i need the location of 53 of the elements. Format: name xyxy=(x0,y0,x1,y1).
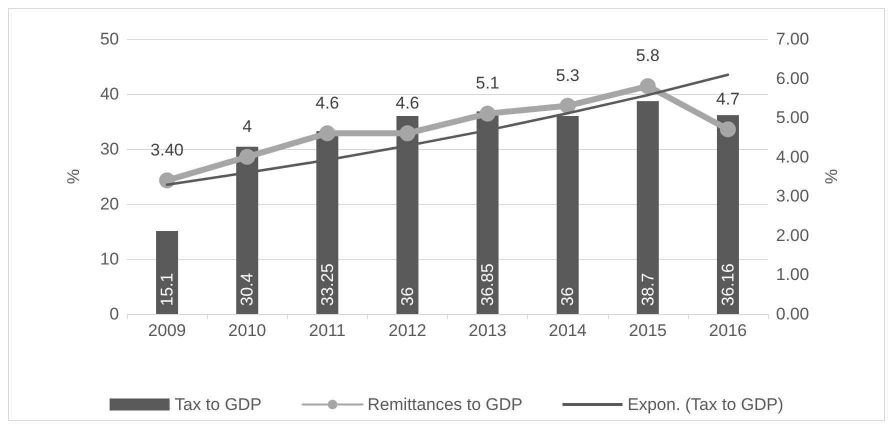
point xyxy=(399,125,416,142)
y2-axis-title: % xyxy=(822,168,841,184)
y2-tick-label: 7.00 xyxy=(776,30,810,48)
y-tick-label: 20 xyxy=(100,194,119,214)
y2-tick-label: 2.00 xyxy=(776,226,810,245)
y2-tick-label: 3.00 xyxy=(776,186,810,206)
x-tick-label: 2012 xyxy=(388,321,426,340)
data-label: 3.40 xyxy=(150,140,184,160)
x-tick-label: 2013 xyxy=(468,321,506,340)
y-tick-label: 40 xyxy=(100,84,119,104)
data-label: 5.8 xyxy=(636,46,660,66)
x-tick-label: 2015 xyxy=(628,321,667,340)
point xyxy=(560,98,576,114)
legend-label: Remittances to GDP xyxy=(368,395,522,414)
x-tick-label: 2009 xyxy=(148,321,186,340)
x-tick-label: 2016 xyxy=(709,321,747,340)
data-label: 36.85 xyxy=(478,263,498,306)
y2-tick-label: 6.00 xyxy=(776,68,810,88)
point xyxy=(239,148,256,165)
bar xyxy=(636,101,659,314)
data-label: 15.1 xyxy=(158,272,177,306)
y2-tick-label: 4.00 xyxy=(776,147,810,166)
bar xyxy=(156,230,178,314)
data-label: 33.25 xyxy=(318,263,337,306)
legend-label: Tax to GDP xyxy=(174,395,262,414)
y-tick-label: 50 xyxy=(100,30,119,48)
data-label: 36.16 xyxy=(718,263,738,306)
data-label: 38.7 xyxy=(638,272,658,306)
point xyxy=(640,78,656,94)
data-label: 4.6 xyxy=(315,93,340,112)
y2-tick-label: 1.00 xyxy=(776,265,810,284)
y2-tick-label: 5.00 xyxy=(776,108,810,128)
data-label: 36 xyxy=(558,287,578,306)
data-label: 4 xyxy=(242,116,252,136)
point xyxy=(720,121,736,138)
point xyxy=(319,125,336,142)
y-tick-label: 0 xyxy=(110,304,119,324)
data-label: 4.6 xyxy=(396,93,420,112)
legend-label: Expon. (Tax to GDP) xyxy=(627,395,784,414)
y-tick-label: 30 xyxy=(100,140,119,158)
y-axis-title: % xyxy=(64,168,83,184)
y-tick-label: 10 xyxy=(100,250,119,268)
x-tick-label: 2010 xyxy=(228,321,266,340)
data-label: 4.7 xyxy=(716,89,740,108)
point xyxy=(480,106,496,122)
data-label: 30.4 xyxy=(238,272,257,306)
x-tick-label: 2014 xyxy=(548,321,587,340)
y2-tick-label: 0.00 xyxy=(776,304,810,324)
data-label: 36 xyxy=(398,287,417,306)
data-label: 5.1 xyxy=(476,74,500,93)
bar xyxy=(716,115,739,314)
data-label: 5.3 xyxy=(556,66,580,85)
x-tick-label: 2011 xyxy=(309,321,346,340)
